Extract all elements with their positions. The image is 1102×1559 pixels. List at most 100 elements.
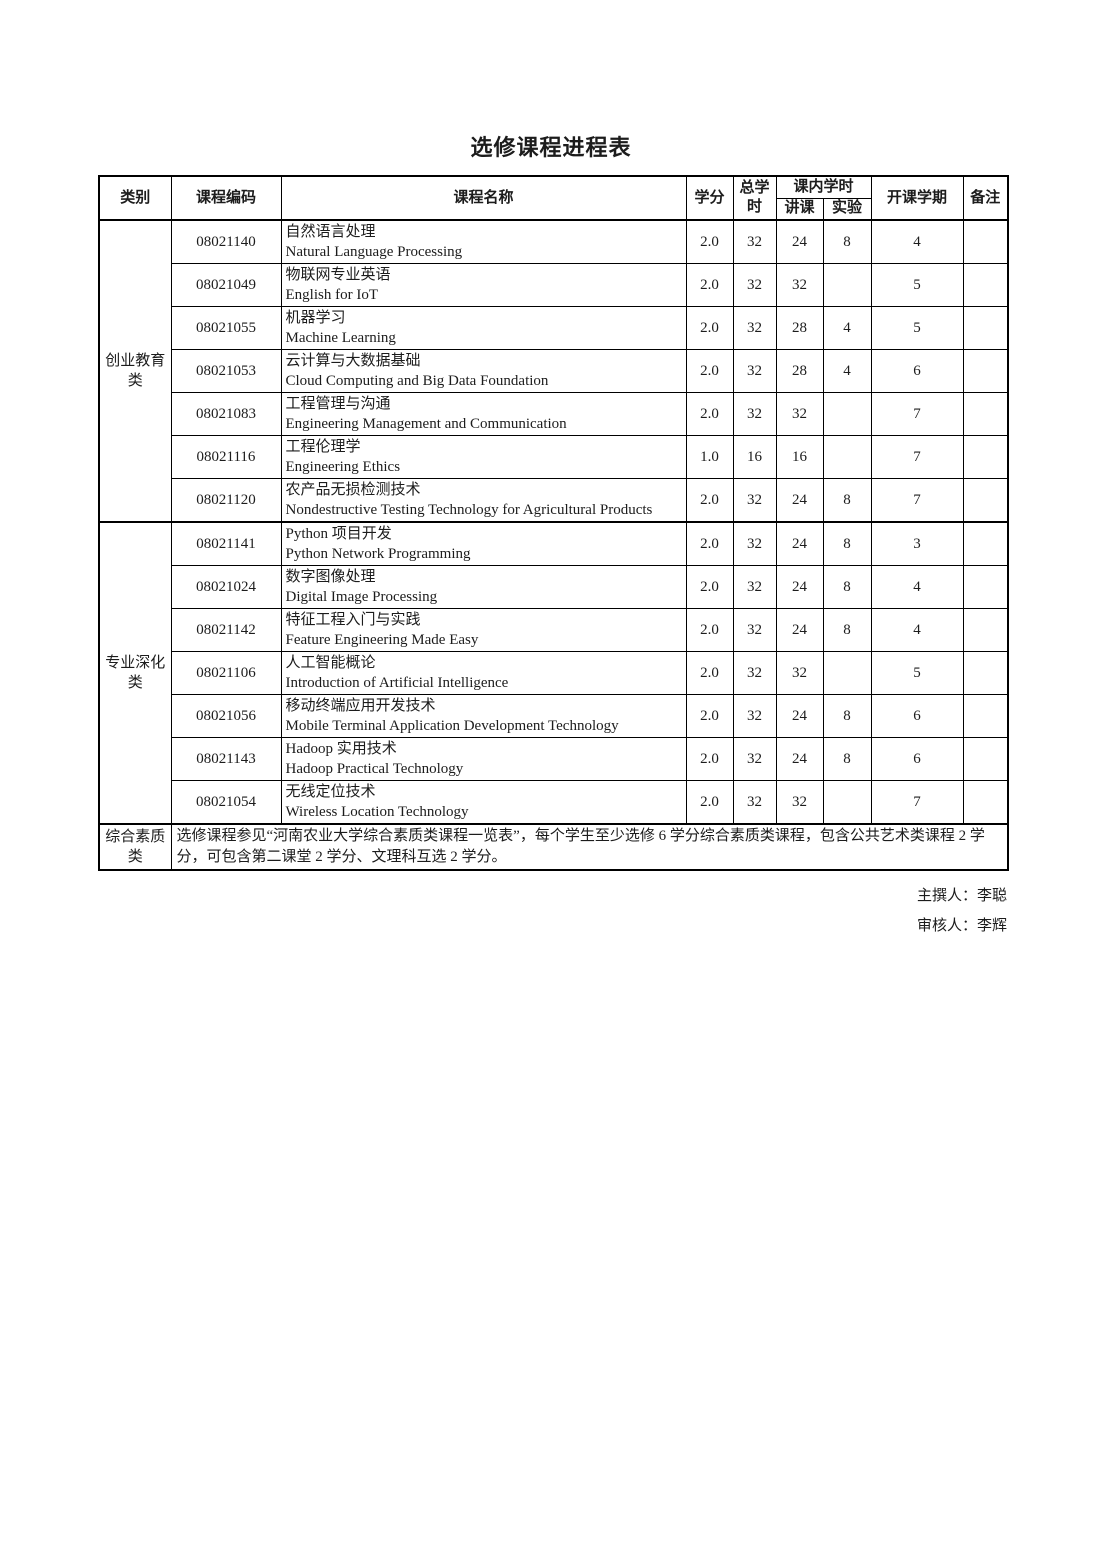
experiment-hours-cell bbox=[822, 263, 872, 307]
remark-cell bbox=[962, 435, 1009, 479]
page-title: 选修课程进程表 bbox=[470, 135, 632, 160]
course-name-cell: 物联网专业英语 English for IoT bbox=[280, 263, 687, 307]
course-name-cell: 农产品无损检测技术 Nondestructive Testing Technolo… bbox=[280, 478, 687, 523]
semester-cell: 7 bbox=[870, 478, 964, 523]
course-name-en: Wireless Location Technology bbox=[285, 804, 469, 820]
course-name-en: Engineering Management and Communication bbox=[285, 416, 567, 432]
total-hours-cell: 32 bbox=[732, 780, 777, 825]
header-lecture: 讲课 bbox=[775, 197, 824, 221]
lecture-hours-cell: 24 bbox=[775, 219, 824, 264]
lecture-hours-cell: 24 bbox=[775, 694, 824, 738]
category-cell: 专业深化类 bbox=[98, 521, 172, 825]
remark-cell bbox=[962, 651, 1009, 695]
total-hours-cell: 32 bbox=[732, 521, 777, 566]
experiment-hours-cell bbox=[822, 780, 872, 825]
credits-cell: 2.0 bbox=[685, 694, 734, 738]
course-code-cell: 08021083 bbox=[170, 392, 282, 436]
course-name-zh: 机器学习 bbox=[285, 310, 346, 326]
header-total-hours: 总学时 bbox=[732, 175, 777, 221]
course-name-en: Digital Image Processing bbox=[285, 589, 438, 605]
table-row: 08021083 工程管理与沟通 Engineering Management an… bbox=[99, 392, 1009, 436]
header-course-name: 课程名称 bbox=[280, 175, 687, 221]
total-hours-cell: 32 bbox=[732, 263, 777, 307]
remark-cell bbox=[962, 521, 1009, 566]
header-in-class-hours: 课内学时 bbox=[775, 175, 872, 199]
lecture-hours-cell: 24 bbox=[775, 737, 824, 781]
experiment-hours-cell bbox=[822, 651, 872, 695]
table-row: 专业深化类 08021141 Python 项目开发 Python Network P… bbox=[98, 521, 1009, 825]
semester-cell: 7 bbox=[870, 780, 964, 825]
table-row: 08021055 机器学习 Machine Learning 2.0 32 28 4 5 bbox=[99, 306, 1009, 350]
course-name-zh: 云计算与大数据基础 bbox=[285, 353, 421, 369]
table-row: 08021106 人工智能概论 Introduction of Artificial… bbox=[99, 651, 1009, 695]
table-row: 08021116 工程伦理学 Engineering Ethics 1.0 16 16 7 bbox=[99, 435, 1009, 479]
table-row: 08021054 无线定位技术 Wireless Location Technolo… bbox=[99, 780, 1009, 825]
experiment-hours-cell: 8 bbox=[822, 219, 872, 264]
lecture-hours-cell: 24 bbox=[775, 478, 824, 523]
credits-cell: 2.0 bbox=[685, 521, 734, 566]
credits-cell: 2.0 bbox=[685, 565, 734, 609]
course-name-en: Mobile Terminal Application Development … bbox=[285, 718, 619, 734]
table-row: 08021024 数字图像处理 Digital Image Processing 2.… bbox=[99, 565, 1009, 609]
lecture-hours-cell: 24 bbox=[775, 565, 824, 609]
course-name-cell: 工程管理与沟通 Engineering Management and Commun… bbox=[280, 392, 687, 436]
semester-cell: 5 bbox=[870, 263, 964, 307]
course-table: 类别 课程编码 课程名称 学分 总学时 课内学时 开课学期 备注 讲课 实验 创… bbox=[98, 175, 1010, 871]
table-row: 08021120 农产品无损检测技术 Nondestructive Testing … bbox=[99, 478, 1009, 523]
course-code-cell: 08021143 bbox=[170, 737, 282, 781]
credits-cell: 2.0 bbox=[685, 306, 734, 350]
experiment-hours-cell bbox=[822, 392, 872, 436]
credits-cell: 1.0 bbox=[685, 435, 734, 479]
course-name-en: Machine Learning bbox=[285, 330, 396, 346]
header-course-code: 课程编码 bbox=[170, 175, 282, 221]
course-name-cell: 自然语言处理 Natural Language Processing bbox=[280, 219, 687, 264]
course-name-cell: 数字图像处理 Digital Image Processing bbox=[280, 565, 687, 609]
experiment-hours-cell: 8 bbox=[822, 521, 872, 566]
course-name-zh: 特征工程入门与实践 bbox=[285, 612, 421, 628]
header-credits: 学分 bbox=[685, 175, 734, 221]
header-remarks: 备注 bbox=[962, 175, 1009, 221]
table-row: 08021056 移动终端应用开发技术 Mobile Terminal Applic… bbox=[99, 694, 1009, 738]
course-name-en: Natural Language Processing bbox=[285, 244, 463, 260]
course-name-en: Feature Engineering Made Easy bbox=[285, 632, 479, 648]
course-table-body: 创业教育类 08021140 自然语言处理 Natural Language Proc… bbox=[98, 219, 1009, 825]
course-name-cell: 移动终端应用开发技术 Mobile Terminal Application De… bbox=[280, 694, 687, 738]
lecture-hours-cell: 32 bbox=[775, 780, 824, 825]
table-row: 创业教育类 08021140 自然语言处理 Natural Language Proc… bbox=[98, 219, 1009, 523]
remark-cell bbox=[962, 737, 1009, 781]
total-hours-cell: 32 bbox=[732, 737, 777, 781]
course-name-en: Nondestructive Testing Technology for Ag… bbox=[285, 502, 653, 518]
semester-cell: 5 bbox=[870, 651, 964, 695]
credits-cell: 2.0 bbox=[685, 608, 734, 652]
remark-cell bbox=[962, 780, 1009, 825]
author-line: 主撰人：李聪 bbox=[916, 888, 1007, 904]
course-name-zh: Python 项目开发 bbox=[285, 526, 392, 542]
course-code-cell: 08021056 bbox=[170, 694, 282, 738]
course-name-cell: 无线定位技术 Wireless Location Technology bbox=[280, 780, 687, 825]
total-hours-cell: 16 bbox=[732, 435, 777, 479]
semester-cell: 4 bbox=[870, 219, 964, 264]
course-name-zh: 自然语言处理 bbox=[285, 224, 376, 240]
table-row: 08021143 Hadoop 实用技术 Hadoop Practical Tech… bbox=[99, 737, 1009, 781]
total-hours-cell: 32 bbox=[732, 219, 777, 264]
lecture-hours-cell: 28 bbox=[775, 349, 824, 393]
course-code-cell: 08021049 bbox=[170, 263, 282, 307]
total-hours-cell: 32 bbox=[732, 694, 777, 738]
course-name-zh: 农产品无损检测技术 bbox=[285, 482, 421, 498]
course-name-en: Introduction of Artificial Intelligence bbox=[285, 675, 509, 691]
remark-cell bbox=[962, 392, 1009, 436]
course-code-cell: 08021116 bbox=[170, 435, 282, 479]
lecture-hours-cell: 32 bbox=[775, 392, 824, 436]
course-name-cell: Python 项目开发 Python Network Programming bbox=[280, 521, 687, 566]
semester-cell: 4 bbox=[870, 608, 964, 652]
course-code-cell: 08021141 bbox=[170, 521, 282, 566]
course-name-zh: 物联网专业英语 bbox=[285, 267, 391, 283]
remark-cell bbox=[962, 263, 1009, 307]
experiment-hours-cell: 8 bbox=[822, 737, 872, 781]
course-name-cell: 工程伦理学 Engineering Ethics bbox=[280, 435, 687, 479]
note-row: 综合素质类 选修课程参见“河南农业大学综合素质类课程一览表”，每个学生至少选修 … bbox=[98, 823, 1009, 871]
course-code-cell: 08021055 bbox=[170, 306, 282, 350]
course-name-en: English for IoT bbox=[285, 287, 378, 303]
table-row: 08021053 云计算与大数据基础 Cloud Computing and Big… bbox=[99, 349, 1009, 393]
